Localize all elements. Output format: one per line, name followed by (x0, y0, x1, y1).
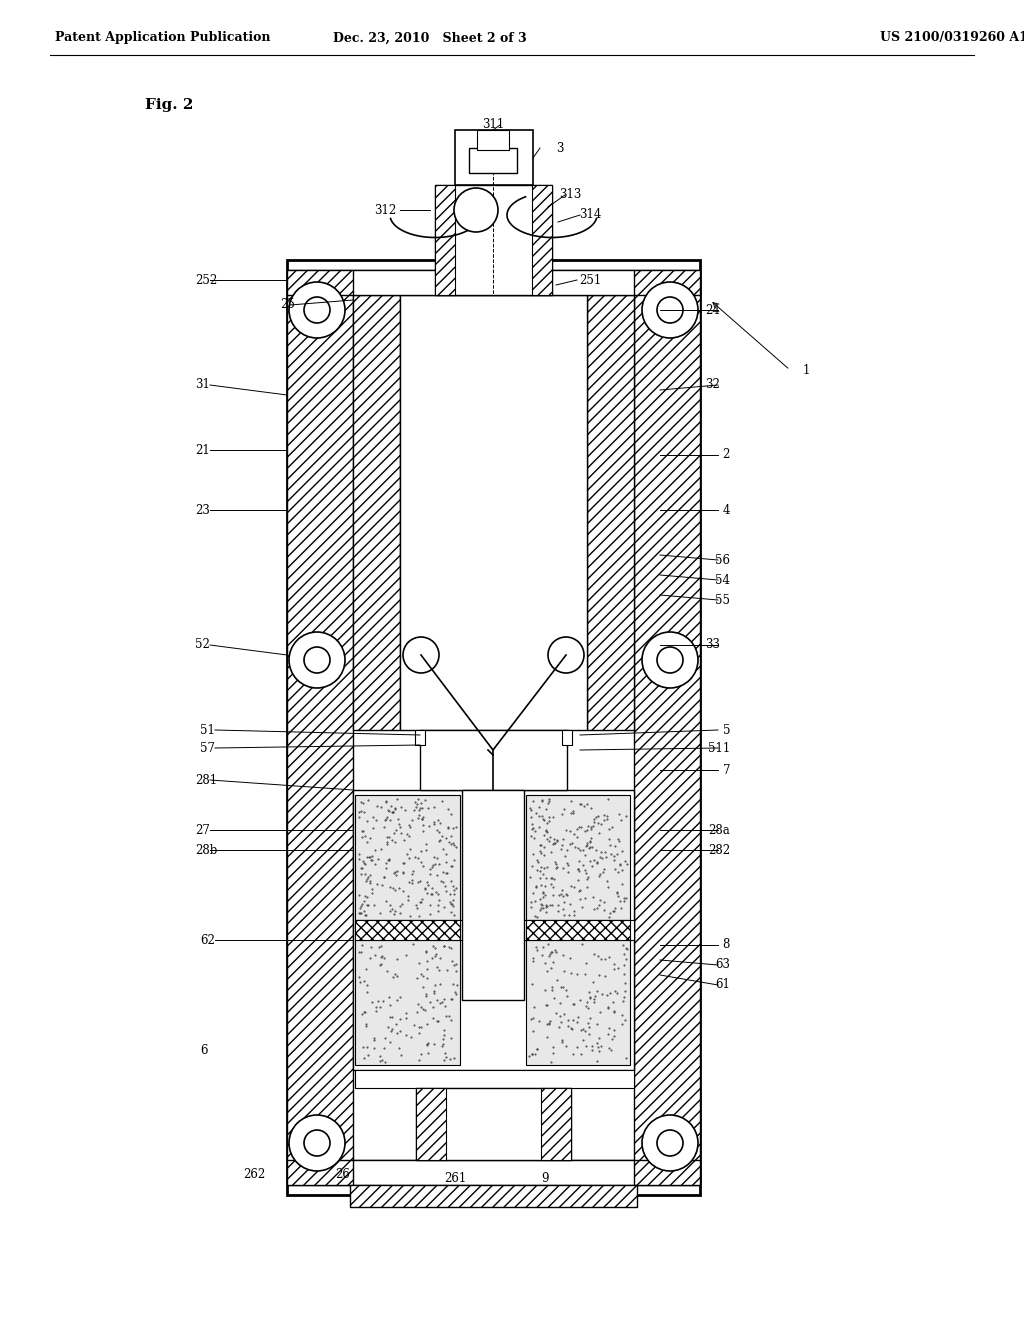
Text: 28b: 28b (195, 843, 217, 857)
Text: 4: 4 (723, 503, 730, 516)
Bar (477, 129, 509, 150)
Text: 9: 9 (542, 1172, 549, 1184)
Bar (526, 920, 630, 940)
Circle shape (642, 282, 698, 338)
Text: 312: 312 (374, 203, 396, 216)
Text: 7: 7 (723, 763, 730, 776)
Text: Fig. 2: Fig. 2 (145, 98, 194, 112)
Bar (353, 1160, 634, 1185)
Bar (287, 1160, 700, 1185)
Text: 262: 262 (243, 1168, 265, 1181)
Text: 31: 31 (195, 379, 210, 392)
Bar (541, 1088, 571, 1160)
Bar (355, 920, 460, 940)
Bar (532, 185, 552, 294)
Bar (562, 730, 572, 744)
Bar (353, 789, 634, 1071)
Circle shape (657, 647, 683, 673)
Text: 33: 33 (705, 639, 720, 652)
Bar (435, 185, 455, 294)
Text: 57: 57 (200, 742, 215, 755)
Bar (287, 271, 353, 1185)
Text: 2: 2 (723, 449, 730, 462)
Bar (416, 1088, 446, 1160)
Circle shape (289, 632, 345, 688)
Bar (526, 940, 630, 1065)
Bar (462, 789, 524, 1001)
Text: Patent Application Publication: Patent Application Publication (55, 32, 270, 45)
Bar (350, 1185, 637, 1206)
Bar (455, 129, 534, 185)
Circle shape (657, 1130, 683, 1156)
Circle shape (289, 1115, 345, 1171)
Circle shape (454, 187, 498, 232)
Text: 27: 27 (195, 824, 210, 837)
Text: 28a: 28a (709, 824, 730, 837)
Text: 55: 55 (715, 594, 730, 606)
Text: 314: 314 (579, 209, 601, 222)
Text: 21: 21 (195, 444, 210, 457)
Bar (415, 730, 425, 744)
Bar (355, 940, 460, 1065)
Bar (287, 271, 700, 294)
Text: 25: 25 (280, 298, 295, 312)
Text: Dec. 23, 2010   Sheet 2 of 3: Dec. 23, 2010 Sheet 2 of 3 (333, 32, 526, 45)
Bar (287, 260, 700, 1195)
Text: 61: 61 (715, 978, 730, 991)
Text: 281: 281 (195, 774, 217, 787)
Circle shape (642, 1115, 698, 1171)
Text: 56: 56 (715, 553, 730, 566)
Circle shape (304, 1130, 330, 1156)
Text: 311: 311 (482, 119, 504, 132)
Text: 32: 32 (706, 379, 720, 392)
Text: 23: 23 (195, 503, 210, 516)
Bar (587, 294, 634, 730)
Bar (526, 795, 630, 920)
Bar (469, 148, 517, 173)
Text: 252: 252 (195, 273, 217, 286)
Bar (420, 730, 567, 789)
Text: 24: 24 (706, 304, 720, 317)
Text: 5: 5 (723, 723, 730, 737)
Circle shape (548, 638, 584, 673)
Circle shape (403, 638, 439, 673)
Bar (416, 1088, 571, 1160)
Bar (435, 185, 552, 294)
Circle shape (289, 282, 345, 338)
Bar (353, 294, 400, 730)
Text: 6: 6 (200, 1044, 208, 1056)
Circle shape (657, 297, 683, 323)
Text: 52: 52 (195, 639, 210, 652)
Bar (355, 795, 460, 920)
Bar (355, 1071, 634, 1088)
Text: 1: 1 (803, 363, 810, 376)
Bar (355, 920, 634, 940)
Text: 8: 8 (723, 939, 730, 952)
Text: 282: 282 (708, 843, 730, 857)
Text: 3: 3 (556, 141, 564, 154)
Text: 511: 511 (708, 742, 730, 755)
Text: 251: 251 (579, 273, 601, 286)
Circle shape (642, 632, 698, 688)
Circle shape (304, 647, 330, 673)
Text: US 2100/0319260 A1: US 2100/0319260 A1 (880, 32, 1024, 45)
Bar (353, 271, 634, 294)
Text: 261: 261 (443, 1172, 466, 1184)
Text: 54: 54 (715, 573, 730, 586)
Bar (400, 294, 587, 730)
Text: 62: 62 (200, 933, 215, 946)
Text: 313: 313 (559, 189, 582, 202)
Bar (634, 271, 700, 1185)
Text: 26: 26 (335, 1168, 350, 1181)
Circle shape (304, 297, 330, 323)
Text: 51: 51 (200, 723, 215, 737)
Text: 63: 63 (715, 958, 730, 972)
